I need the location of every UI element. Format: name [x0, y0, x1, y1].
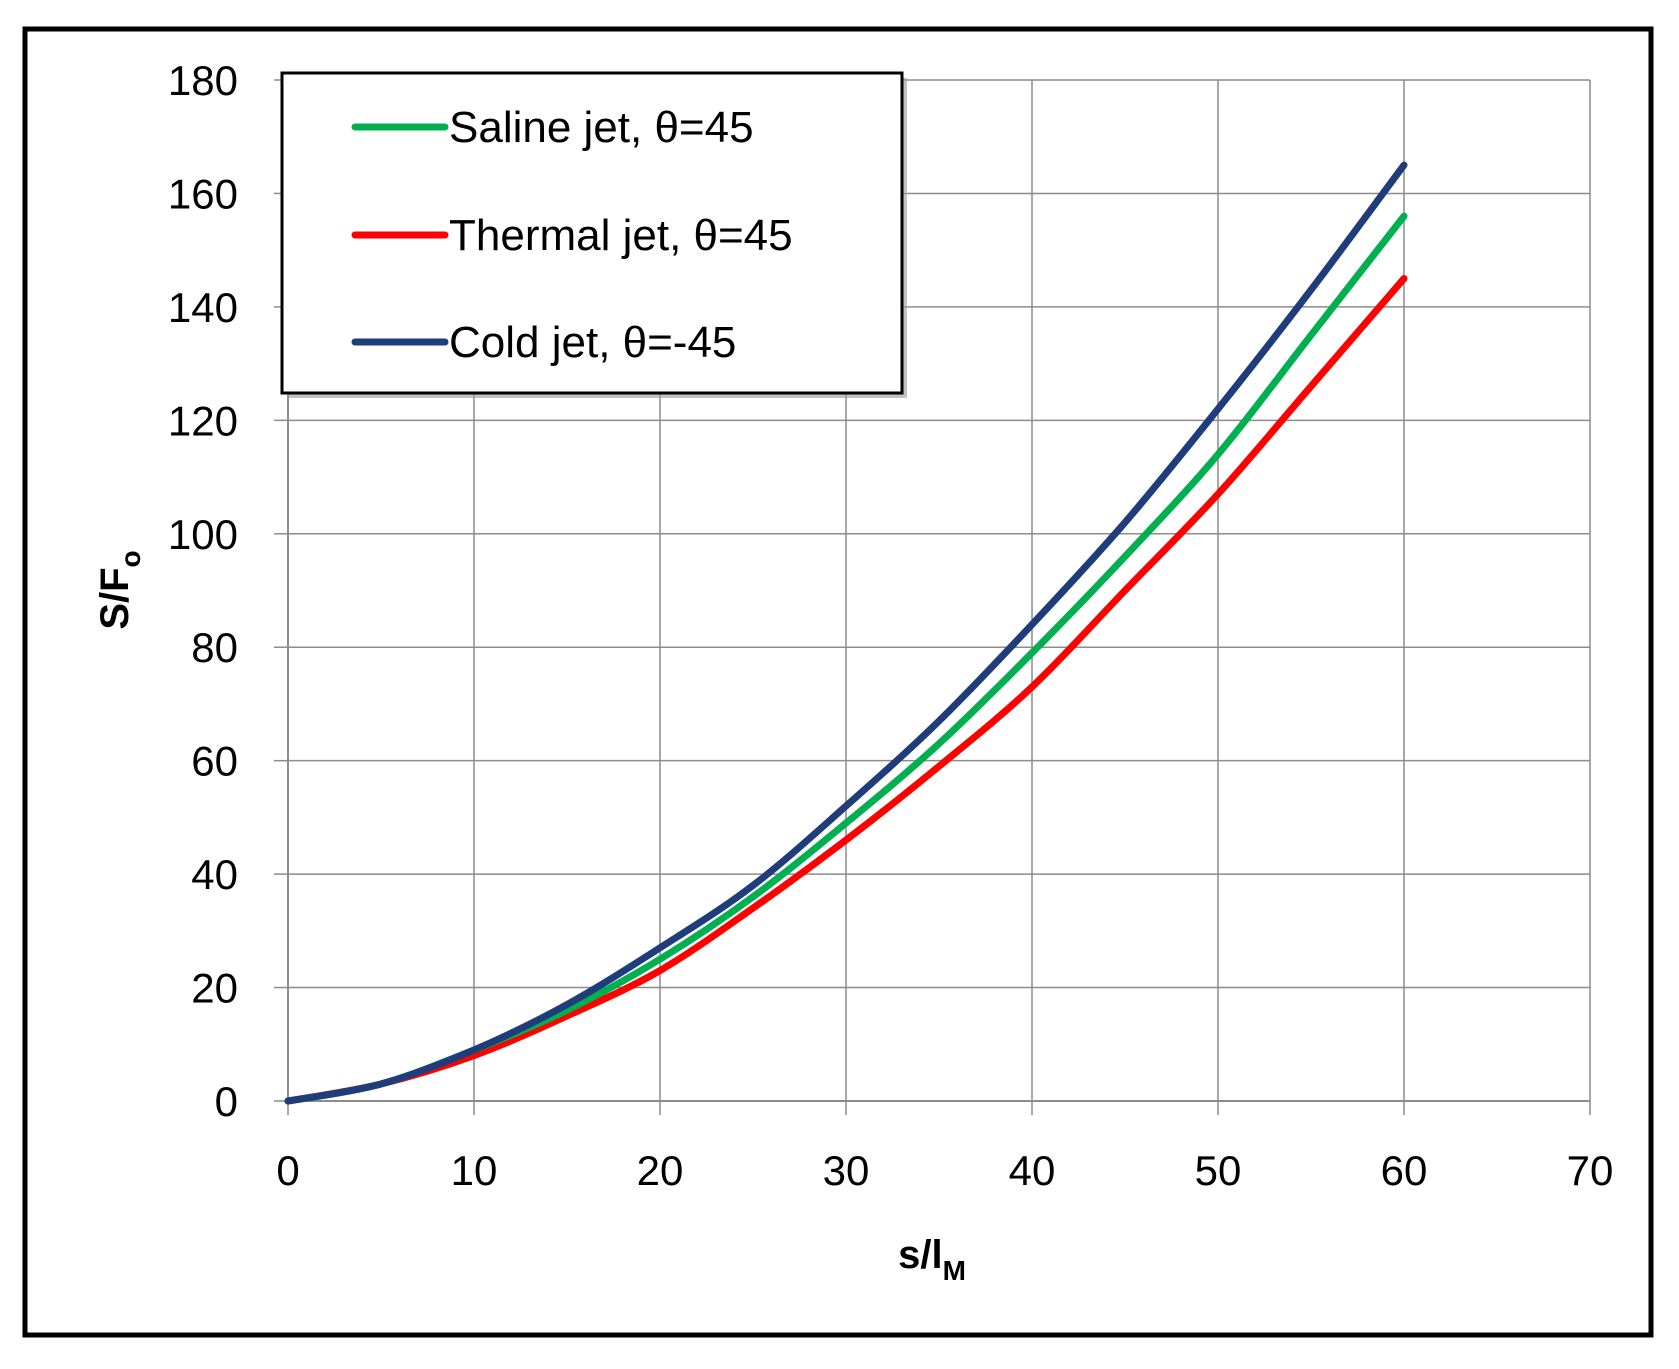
y-tick-label: 160	[168, 170, 238, 217]
legend-entries: Saline jet, θ=45 Thermal jet, θ=45 Cold je…	[351, 103, 793, 367]
y-axis-title-sub: o	[115, 550, 146, 567]
x-tick-label: 20	[637, 1147, 684, 1194]
x-tick-label: 10	[451, 1147, 498, 1194]
series-line-2	[284, 161, 1408, 1105]
series-layer	[284, 161, 1408, 1105]
y-tick-label: 20	[191, 965, 238, 1012]
x-tick-label: 70	[1567, 1147, 1614, 1194]
y-tick-label: 120	[168, 397, 238, 444]
legend-label-0: Saline jet, θ=45	[449, 103, 754, 152]
y-tick-label: 80	[191, 624, 238, 671]
x-tick-label: 30	[823, 1147, 870, 1194]
x-tick-label: 60	[1381, 1147, 1428, 1194]
series-line-1	[284, 275, 1408, 1105]
x-axis-title-sub: M	[943, 1255, 966, 1286]
y-tick-label: 0	[215, 1078, 238, 1125]
y-tick-label: 60	[191, 738, 238, 785]
y-tick-label: 140	[168, 284, 238, 331]
y-tick-label: 40	[191, 851, 238, 898]
y-axis-title-main: S/F	[93, 567, 137, 629]
x-tick-label: 50	[1195, 1147, 1242, 1194]
y-axis-title: S/Fo	[93, 550, 146, 629]
x-tick-label: 40	[1009, 1147, 1056, 1194]
legend-label-1: Thermal jet, θ=45	[449, 211, 793, 260]
x-tick-label: 0	[276, 1147, 299, 1194]
legend-label-2: Cold jet, θ=-45	[449, 318, 736, 367]
y-tick-label: 180	[168, 57, 238, 104]
y-tick-label: 100	[168, 511, 238, 558]
tick-label-layer: 0 10 20 30 40 50 60 70 0 20 40 60 80 100 120 140 160 180	[168, 57, 1613, 1194]
x-axis-title: s/lM	[898, 1233, 966, 1286]
legend: Saline jet, θ=45 Thermal jet, θ=45 Cold je…	[280, 71, 907, 398]
x-axis-title-main: s/l	[898, 1233, 942, 1277]
